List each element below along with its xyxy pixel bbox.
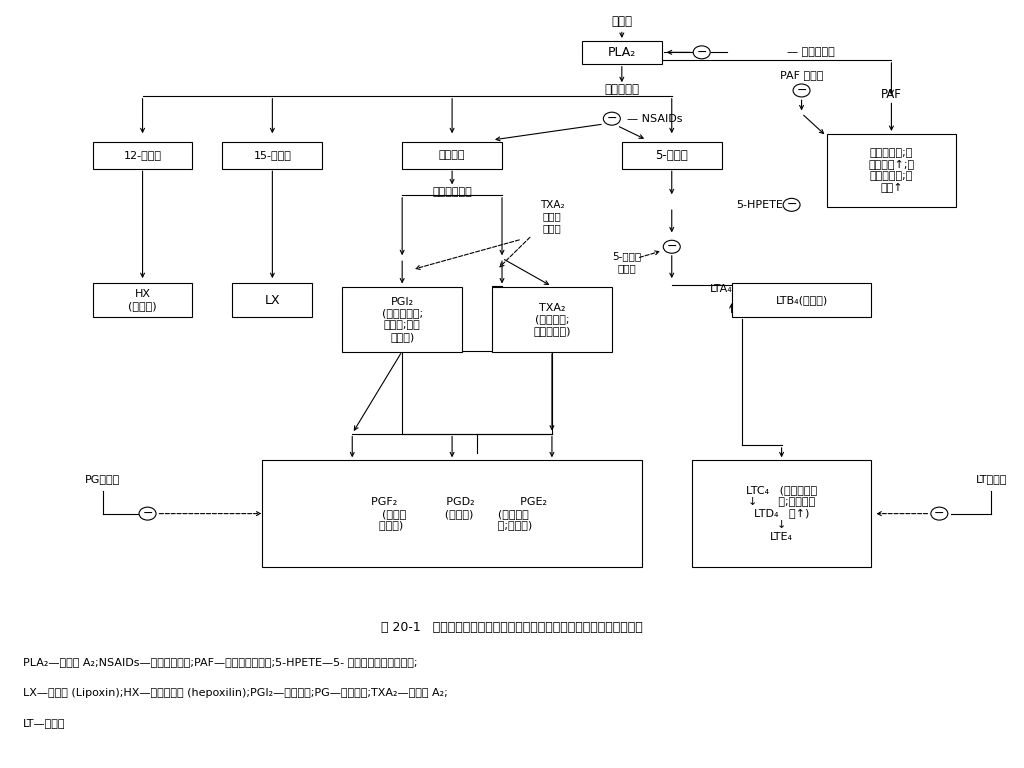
Text: −: − <box>786 198 797 211</box>
Text: 5-脂氧酶
抑制剂: 5-脂氧酶 抑制剂 <box>612 251 641 273</box>
FancyBboxPatch shape <box>826 134 956 207</box>
Text: −: − <box>606 112 617 125</box>
Text: LX: LX <box>264 293 281 306</box>
Text: LX—脂氧素 (Lipoxin);HX—羟基环氧素 (hepoxilin);PGI₂—前列环素;PG—前列腺素;TXA₂—血栓素 A₂;: LX—脂氧素 (Lipoxin);HX—羟基环氧素 (hepoxilin);PG… <box>23 688 447 698</box>
Text: 血管舒张剂;血
管通透性↑;支
气管收缩剂;趋
化性↑: 血管舒张剂;血 管通透性↑;支 气管收缩剂;趋 化性↑ <box>868 148 914 193</box>
Text: LT抑制剂: LT抑制剂 <box>976 475 1007 485</box>
FancyBboxPatch shape <box>492 286 612 352</box>
FancyBboxPatch shape <box>732 283 871 317</box>
Text: 膜磷脂: 膜磷脂 <box>611 15 633 28</box>
FancyBboxPatch shape <box>92 283 193 317</box>
Text: PGI₂
(血管舒张剂;
痛敏感;血小
板解聚): PGI₂ (血管舒张剂; 痛敏感;血小 板解聚) <box>382 296 423 342</box>
Text: TXA₂
(血栓形成;
血管收缩剂): TXA₂ (血栓形成; 血管收缩剂) <box>534 303 570 336</box>
FancyBboxPatch shape <box>692 460 871 567</box>
Text: — NSAIDs: — NSAIDs <box>627 114 682 124</box>
FancyBboxPatch shape <box>92 142 193 169</box>
Text: — 糖皮质激素: — 糖皮质激素 <box>786 48 835 58</box>
Text: PAF 拮抗剂: PAF 拮抗剂 <box>780 70 823 80</box>
Text: 12-脂氧酶: 12-脂氧酶 <box>124 151 162 161</box>
Text: LTA₄: LTA₄ <box>711 283 733 293</box>
Text: 环加氧酶: 环加氧酶 <box>439 151 465 161</box>
FancyBboxPatch shape <box>222 142 323 169</box>
Text: PLA₂—磷脂酶 A₂;NSAIDs—非甾体抗炎药;PAF—血小板活化因子;5-HPETE—5- 氢过氧化二十碳四烯酸;: PLA₂—磷脂酶 A₂;NSAIDs—非甾体抗炎药;PAF—血小板活化因子;5-… <box>23 657 417 667</box>
Text: 环内过氧化物: 环内过氧化物 <box>432 187 472 197</box>
FancyBboxPatch shape <box>262 460 642 567</box>
FancyBboxPatch shape <box>232 283 312 317</box>
FancyBboxPatch shape <box>582 41 662 64</box>
Text: 5-HPETE: 5-HPETE <box>736 200 783 210</box>
Text: PAF: PAF <box>881 88 902 101</box>
FancyBboxPatch shape <box>622 142 722 169</box>
FancyBboxPatch shape <box>402 142 502 169</box>
Text: LTB₄(趋化性): LTB₄(趋化性) <box>775 295 827 305</box>
Text: HX
(趋化性): HX (趋化性) <box>128 290 157 311</box>
Text: −: − <box>797 84 807 97</box>
Text: −: − <box>667 240 677 253</box>
Text: LTC₄   (支气管收缩
↓      剂;血管通透
LTD₄   性↑)
↓
LTE₄: LTC₄ (支气管收缩 ↓ 剂;血管通透 LTD₄ 性↑) ↓ LTE₄ <box>746 485 817 542</box>
Text: 图 20-1   自膜磷脂生成的各种物质及其作用以及抗炎药的作用部位示意图: 图 20-1 自膜磷脂生成的各种物质及其作用以及抗炎药的作用部位示意图 <box>381 621 643 634</box>
Text: −: − <box>934 507 944 520</box>
Text: PGF₂              PGD₂             PGE₂
  (支气管           (致疼原)       (血管舒张
  收缩剂: PGF₂ PGD₂ PGE₂ (支气管 (致疼原) (血管舒张 收缩剂 <box>357 497 547 530</box>
Text: PG拮抗剂: PG拮抗剂 <box>85 475 120 485</box>
Text: −: − <box>696 46 707 59</box>
Text: LT—白三烯: LT—白三烯 <box>23 718 66 728</box>
Text: 5-脂氧酶: 5-脂氧酶 <box>655 149 688 162</box>
Text: PLA₂: PLA₂ <box>607 46 636 59</box>
Text: TXA₂
合成酶
抑制剂: TXA₂ 合成酶 抑制剂 <box>540 200 564 233</box>
Text: −: − <box>142 507 153 520</box>
Text: 15-脂氧酶: 15-脂氧酶 <box>253 151 291 161</box>
Text: 花生四烯酸: 花生四烯酸 <box>604 83 639 96</box>
FancyBboxPatch shape <box>342 286 462 352</box>
